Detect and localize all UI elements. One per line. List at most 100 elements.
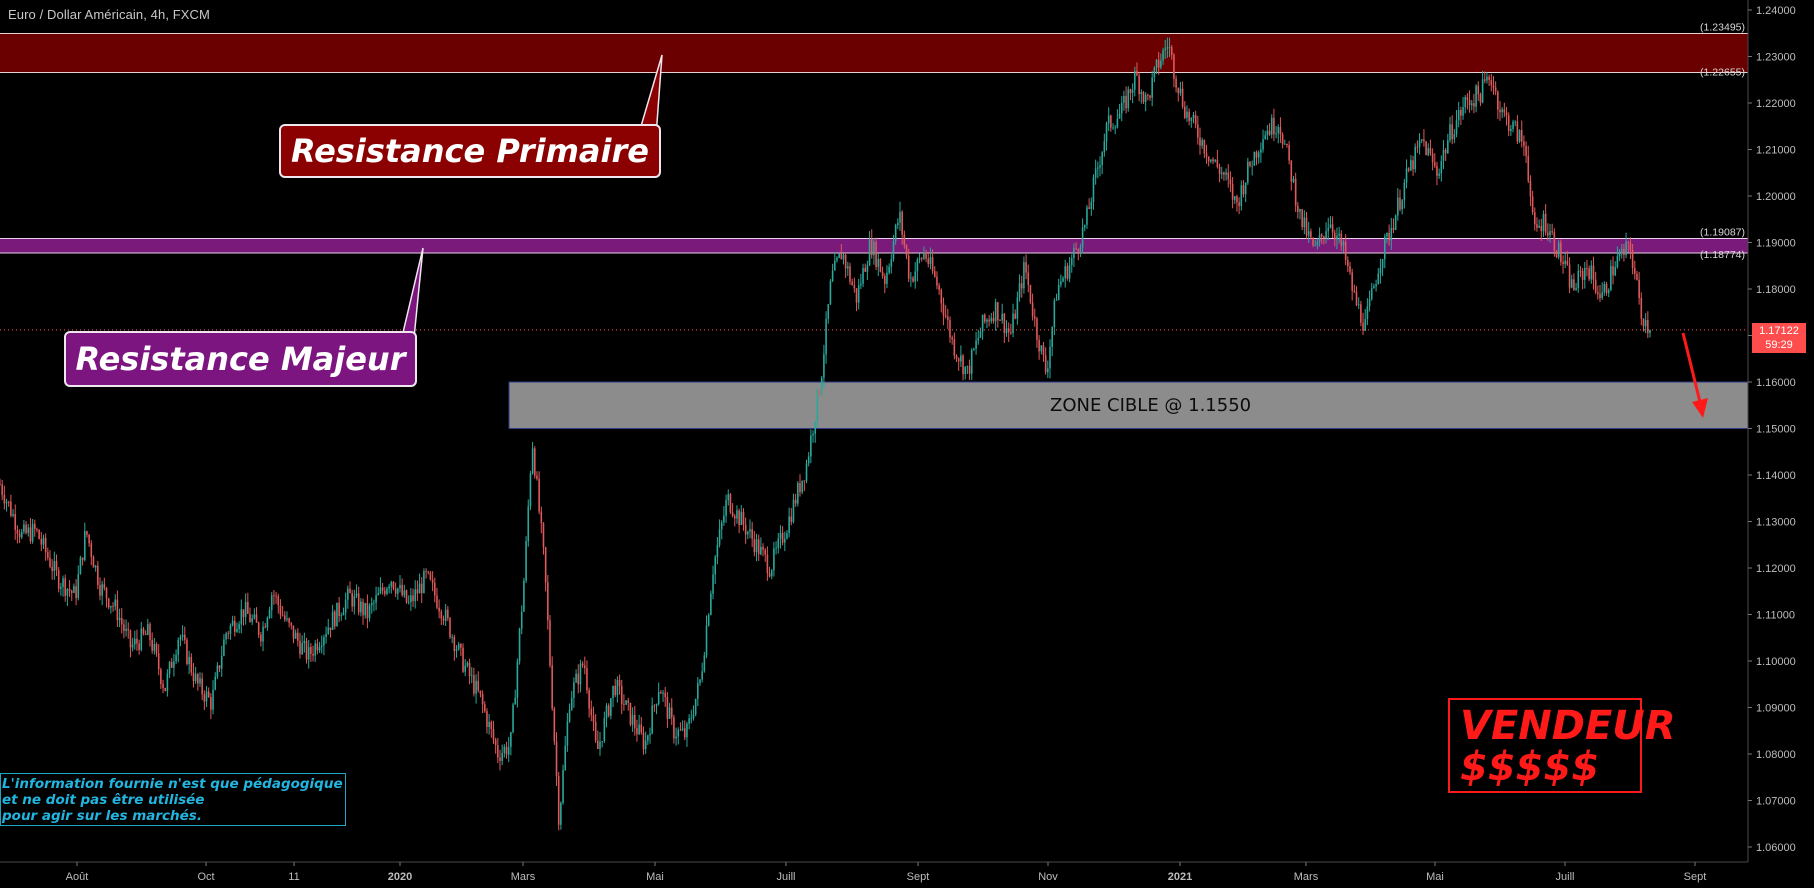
candle-down[interactable] xyxy=(1212,159,1214,162)
candle-up[interactable] xyxy=(353,595,356,607)
candle-down[interactable] xyxy=(864,268,867,272)
candle-down[interactable] xyxy=(1157,59,1160,68)
candle-down[interactable] xyxy=(1579,270,1582,272)
candle-up[interactable] xyxy=(466,662,469,666)
candle-down[interactable] xyxy=(75,586,77,599)
candle-up[interactable] xyxy=(331,611,334,630)
candle-down[interactable] xyxy=(481,693,484,705)
candle-down[interactable] xyxy=(1290,160,1293,182)
candle-down[interactable] xyxy=(192,672,195,682)
candle-up[interactable] xyxy=(740,511,743,526)
candle-up[interactable] xyxy=(101,584,103,596)
candle-down[interactable] xyxy=(1568,264,1571,288)
candle-up[interactable] xyxy=(153,644,156,651)
candle-down[interactable] xyxy=(1207,156,1210,162)
candle-up[interactable] xyxy=(888,266,890,273)
candle-up[interactable] xyxy=(377,593,380,596)
candle-up[interactable] xyxy=(1047,368,1049,373)
candle-down[interactable] xyxy=(764,549,767,555)
candle-up[interactable] xyxy=(451,637,453,638)
candle-down[interactable] xyxy=(1029,284,1032,303)
candle-up[interactable] xyxy=(1564,260,1567,264)
candle-down[interactable] xyxy=(588,690,590,709)
candle-up[interactable] xyxy=(890,259,893,267)
candle-up[interactable] xyxy=(1449,124,1451,141)
candle-up[interactable] xyxy=(510,732,512,747)
candle-up[interactable] xyxy=(1201,139,1203,146)
candle-down[interactable] xyxy=(305,640,308,660)
candle-up[interactable] xyxy=(1603,283,1606,293)
candle-down[interactable] xyxy=(1147,94,1149,96)
candle-up[interactable] xyxy=(94,565,97,568)
candle-down[interactable] xyxy=(620,685,623,705)
candle-up[interactable] xyxy=(212,689,214,710)
candle-up[interactable] xyxy=(727,494,730,501)
candle-down[interactable] xyxy=(433,583,436,596)
candle-up[interactable] xyxy=(488,721,490,727)
candle-down[interactable] xyxy=(1027,272,1030,285)
candle-up[interactable] xyxy=(805,463,808,482)
candle-down[interactable] xyxy=(583,665,586,669)
candle-down[interactable] xyxy=(362,601,364,616)
candle-down[interactable] xyxy=(1355,292,1358,306)
candle-up[interactable] xyxy=(1314,245,1317,247)
candle-up[interactable] xyxy=(327,627,330,634)
candle-down[interactable] xyxy=(1416,146,1419,148)
candle-up[interactable] xyxy=(788,516,790,534)
candle-down[interactable] xyxy=(164,687,167,691)
candle-down[interactable] xyxy=(394,588,397,594)
candle-down[interactable] xyxy=(1038,339,1040,352)
candle-up[interactable] xyxy=(570,697,573,710)
candle-up[interactable] xyxy=(977,337,980,341)
candle-up[interactable] xyxy=(897,222,899,226)
candle-down[interactable] xyxy=(1612,266,1614,276)
candle-up[interactable] xyxy=(1570,279,1573,288)
candle-up[interactable] xyxy=(1377,273,1380,285)
candle-up[interactable] xyxy=(877,258,880,267)
candle-up[interactable] xyxy=(223,639,225,656)
candle-down[interactable] xyxy=(729,494,732,513)
candle-up[interactable] xyxy=(181,634,184,637)
candle-down[interactable] xyxy=(1444,149,1447,153)
candle-down[interactable] xyxy=(1407,168,1410,171)
candle-up[interactable] xyxy=(1427,148,1430,156)
candle-down[interactable] xyxy=(1523,141,1525,146)
candle-up[interactable] xyxy=(960,355,962,362)
candle-up[interactable] xyxy=(833,260,836,271)
candle-down[interactable] xyxy=(462,647,464,672)
candle-down[interactable] xyxy=(412,595,414,602)
candle-down[interactable] xyxy=(636,728,638,735)
candle-down[interactable] xyxy=(1331,224,1334,233)
candle-down[interactable] xyxy=(499,757,501,761)
candle-up[interactable] xyxy=(423,571,425,593)
candle-down[interactable] xyxy=(1229,179,1232,185)
candle-down[interactable] xyxy=(1640,297,1643,319)
candle-down[interactable] xyxy=(381,587,384,591)
candle-down[interactable] xyxy=(151,639,153,651)
candle-up[interactable] xyxy=(1057,284,1060,300)
candle-up[interactable] xyxy=(1368,299,1371,307)
candle-up[interactable] xyxy=(760,546,762,555)
candle-up[interactable] xyxy=(575,673,577,683)
candle-up[interactable] xyxy=(147,624,149,635)
candle-up[interactable] xyxy=(1464,97,1467,108)
candle-down[interactable] xyxy=(1129,89,1132,93)
candle-down[interactable] xyxy=(1142,91,1145,103)
candle-up[interactable] xyxy=(655,704,658,706)
candle-up[interactable] xyxy=(131,644,134,648)
candle-down[interactable] xyxy=(1636,273,1638,280)
candle-down[interactable] xyxy=(1525,145,1527,156)
candle-up[interactable] xyxy=(133,638,136,645)
candle-down[interactable] xyxy=(627,700,630,703)
candle-down[interactable] xyxy=(1412,160,1414,170)
candle-down[interactable] xyxy=(881,271,884,277)
candle-down[interactable] xyxy=(592,715,595,722)
candle-down[interactable] xyxy=(1566,260,1569,265)
candle-down[interactable] xyxy=(351,593,353,607)
candle-down[interactable] xyxy=(120,617,123,625)
candle-down[interactable] xyxy=(1136,70,1138,76)
candle-up[interactable] xyxy=(229,625,232,634)
candle-up[interactable] xyxy=(1583,268,1586,280)
candle-up[interactable] xyxy=(360,601,362,613)
candle-up[interactable] xyxy=(1094,168,1097,178)
